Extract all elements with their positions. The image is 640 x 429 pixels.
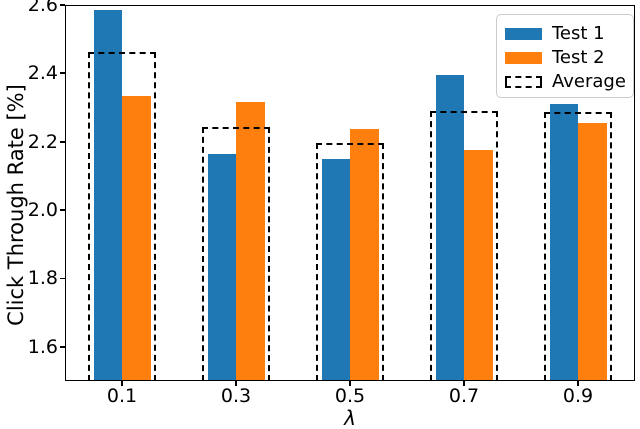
legend-item-test1: Test 1 [505, 22, 633, 46]
x-tick-mark-0.9 [577, 380, 579, 386]
x-tick-mark-0.1 [121, 380, 123, 386]
bar-test1-0.5 [321, 158, 350, 381]
average-rect-0.3 [201, 127, 271, 381]
y-tick-mark-2.6 [59, 4, 65, 6]
x-tick-mark-0.5 [349, 380, 351, 386]
average-rect-0.7 [429, 111, 499, 381]
bar-test2-0.1 [122, 95, 151, 381]
average-rect-0.1 [87, 51, 157, 381]
x-tick-label-0.3: 0.3 [220, 385, 252, 407]
x-tick-label-0.5: 0.5 [334, 385, 366, 407]
average-swatch-icon [505, 76, 542, 88]
y-tick-label-1.6: 1.6 [27, 335, 58, 358]
bar-test2-0.7 [464, 149, 493, 381]
y-tick-mark-1.8 [59, 277, 65, 280]
x-tick-label-0.9: 0.9 [562, 385, 594, 407]
bar-test1-0.3 [207, 154, 236, 381]
average-rect-0.5 [315, 142, 385, 381]
legend-label-test2: Test 2 [552, 47, 605, 68]
y-tick-label-2.4: 2.4 [27, 62, 58, 85]
test1-swatch-icon [505, 28, 542, 40]
average-rect-0.9 [543, 112, 613, 381]
y-tick-label-2.0: 2.0 [27, 199, 58, 222]
bar-test2-0.5 [350, 128, 379, 381]
y-tick-label-1.8: 1.8 [27, 267, 58, 290]
bar-test1-0.9 [549, 104, 578, 381]
legend-label-test1: Test 1 [552, 23, 605, 44]
bar-test2-0.9 [578, 122, 607, 381]
legend-item-average: Average [505, 70, 633, 94]
x-tick-label-0.7: 0.7 [448, 385, 480, 407]
legend-item-test2: Test 2 [505, 46, 633, 70]
y-tick-label-2.2: 2.2 [27, 130, 58, 153]
y-tick-mark-2.2 [59, 140, 65, 143]
x-tick-mark-0.7 [463, 380, 465, 386]
bar-test2-0.3 [236, 102, 265, 381]
bar-test1-0.7 [435, 74, 464, 381]
y-tick-mark-2.4 [59, 72, 65, 75]
y-tick-mark-1.6 [59, 345, 65, 348]
x-tick-label-0.1: 0.1 [106, 385, 138, 407]
legend-label-average: Average [552, 71, 626, 92]
test2-swatch-icon [505, 52, 542, 64]
x-tick-mark-0.3 [235, 380, 237, 386]
y-tick-label-2.6: 2.6 [27, 0, 58, 16]
x-axis-label: λ [344, 406, 356, 429]
legend: Test 1 Test 2 Average [496, 14, 634, 98]
bar-test1-0.1 [93, 9, 122, 381]
y-tick-mark-2.0 [59, 209, 65, 211]
